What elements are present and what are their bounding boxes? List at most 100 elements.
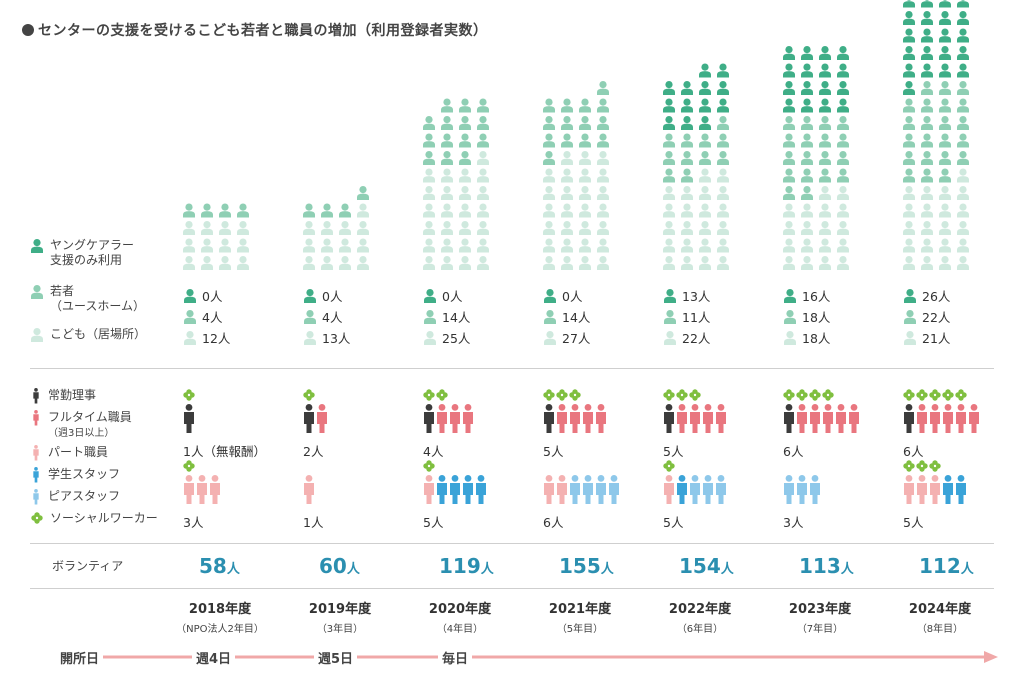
- child-person-icon: [237, 238, 249, 253]
- child-person-icon: [423, 186, 435, 200]
- youth-person-icon: [543, 98, 555, 113]
- social-worker-icon: [569, 389, 581, 401]
- fulltime-count: 6人: [783, 444, 804, 459]
- youth-person-icon: [477, 116, 489, 130]
- child-person-icon: [477, 238, 489, 253]
- child-count: 21人: [903, 328, 950, 347]
- youth-person-icon: [477, 133, 489, 148]
- social-worker-icon: [543, 389, 555, 401]
- youth-person-icon: [957, 81, 969, 95]
- year-sub-label: （6年目）: [676, 624, 724, 635]
- child-person-icon: [543, 256, 555, 270]
- child-person-icon: [717, 256, 729, 270]
- year-label: 2019年度: [308, 602, 372, 617]
- part-staff-icon: [424, 475, 434, 504]
- fulltime-staff-icon: [823, 404, 833, 433]
- child-person-icon: [561, 203, 573, 218]
- youth-person-icon: [459, 151, 471, 165]
- social-worker-icon: [796, 389, 808, 401]
- part-staff-icon: [904, 475, 914, 504]
- child-person-icon: [303, 238, 315, 253]
- student-staff-icon: [463, 475, 473, 504]
- fulltime-staff-icon: [596, 404, 606, 433]
- young-carer-person-icon: [837, 63, 849, 78]
- child-person-icon: [237, 221, 249, 235]
- fulltime-staff-icon: [583, 404, 593, 433]
- part-staff-icon: [664, 475, 674, 504]
- child-person-icon: [561, 186, 573, 200]
- youth-person-icon: [837, 116, 849, 130]
- child-person-icon: [699, 203, 711, 218]
- youth-count: 14人: [423, 307, 470, 326]
- child-person-icon: [783, 238, 795, 253]
- divider-mid: [30, 543, 994, 544]
- volunteer-unit: 人: [480, 562, 494, 577]
- child-person-icon: [303, 221, 315, 235]
- youth-person-icon: [597, 133, 609, 148]
- year-sub-label: （3年目）: [316, 624, 364, 635]
- young-carer-person-icon: [903, 81, 915, 95]
- child-person-icon: [304, 330, 316, 345]
- legend-youth: 若者 （ユースホーム）: [30, 284, 145, 314]
- youth-person-icon: [801, 133, 813, 148]
- child-person-icon: [477, 221, 489, 235]
- chart-title: センターの支援を受けるこども若者と職員の増加（利用登録者実数）: [22, 20, 488, 40]
- volunteer-unit: 人: [600, 562, 614, 577]
- child-person-icon: [441, 168, 453, 183]
- legend-peer-label: ピアスタッフ: [48, 489, 121, 503]
- count-value: 0人: [202, 289, 223, 304]
- volunteer-number: 154: [679, 554, 721, 578]
- days-everyday-label: 毎日: [438, 648, 473, 667]
- student-staff-icon: [956, 475, 966, 504]
- youth-person-icon: [903, 151, 915, 165]
- child-person-icon: [543, 203, 555, 218]
- social-worker-icon: [689, 389, 701, 401]
- youth-person-icon: [459, 98, 471, 113]
- youth-person-icon: [664, 309, 676, 324]
- peer-staff-icon: [596, 475, 606, 504]
- youth-person-icon: [441, 116, 453, 130]
- young-carer-person-icon: [717, 63, 729, 78]
- days-5-label: 週5日: [314, 648, 358, 667]
- divider-bottom: [30, 588, 994, 589]
- child-person-icon: [321, 238, 333, 253]
- youth-person-icon: [237, 203, 249, 218]
- fulltime-staff-icon: [690, 404, 700, 433]
- fulltime-count: 2人: [303, 444, 324, 459]
- social-worker-icon: [423, 389, 435, 401]
- parttime-count: 1人: [303, 515, 324, 530]
- count-value: 25人: [442, 331, 471, 346]
- peer-staff-icon: [30, 489, 42, 509]
- young-carer-person-icon: [903, 63, 915, 78]
- youth-count: 14人: [543, 307, 590, 326]
- young-carer-person-icon: [663, 81, 675, 95]
- youth-person-icon: [597, 98, 609, 113]
- youth-person-icon: [921, 168, 933, 183]
- youth-person-icon: [801, 151, 813, 165]
- peer-staff-icon: [716, 475, 726, 504]
- child-person-icon: [819, 203, 831, 218]
- child-person-icon: [597, 221, 609, 235]
- child-person-icon: [903, 221, 915, 235]
- social-worker-icon: [423, 460, 435, 472]
- young-carer-person-icon: [663, 116, 675, 130]
- youth-person-icon: [699, 133, 711, 148]
- youth-person-icon: [921, 81, 933, 95]
- youth-person-icon: [303, 203, 315, 218]
- young-carer-person-icon: [681, 98, 693, 113]
- young-carer-person-icon: [783, 81, 795, 95]
- youth-person-icon: [939, 168, 951, 183]
- child-person-icon: [339, 238, 351, 253]
- fulltime-count: 5人: [663, 444, 684, 459]
- child-person-icon: [664, 330, 676, 345]
- child-person-icon: [597, 203, 609, 218]
- fulltime-staff-icon: [917, 404, 927, 433]
- young-carer-person-icon: [921, 63, 933, 78]
- count-value: 0人: [442, 289, 463, 304]
- peer-staff-icon: [583, 475, 593, 504]
- child-person-icon: [903, 203, 915, 218]
- part-staff-icon: [544, 475, 554, 504]
- child-person-icon: [597, 256, 609, 270]
- child-person-icon: [477, 186, 489, 200]
